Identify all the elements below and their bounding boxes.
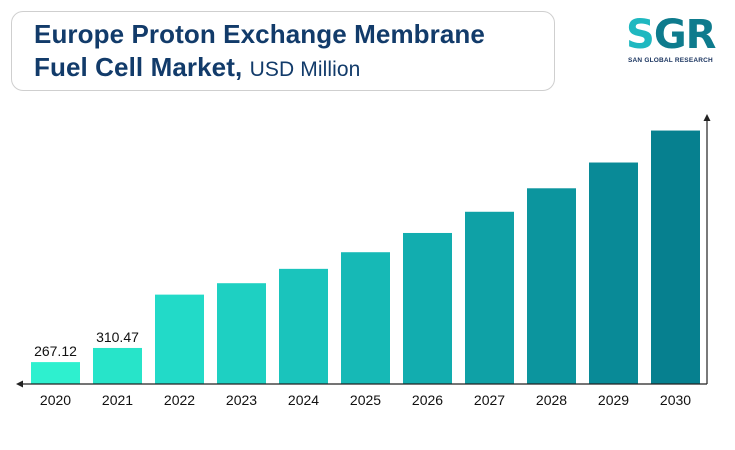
logo-wordmark: SGR	[626, 10, 717, 60]
bar-2028	[527, 188, 576, 384]
chart-title-line-2: Fuel Cell Market, USD Million	[34, 52, 360, 83]
bar-2024	[279, 268, 328, 384]
bar-2021	[93, 347, 142, 384]
sgr-logo: SGR SAN GLOBAL RESEARCH	[622, 12, 722, 70]
bar-2023	[217, 283, 266, 384]
bar-2030	[651, 130, 700, 384]
bar-2020	[31, 362, 80, 384]
x-tick-label-2023: 2023	[226, 392, 257, 408]
bar-2025	[341, 252, 390, 384]
title-box: Europe Proton Exchange Membrane Fuel Cel…	[11, 11, 555, 91]
x-tick-label-2028: 2028	[536, 392, 567, 408]
bar-2027	[465, 211, 514, 384]
bar-2026	[403, 232, 452, 384]
x-tick-label-2024: 2024	[288, 392, 319, 408]
logo-letter-s: S	[626, 12, 655, 58]
y-axis-arrow	[703, 114, 711, 121]
logo-tagline: SAN GLOBAL RESEARCH	[628, 57, 713, 64]
x-tick-label-2026: 2026	[412, 392, 443, 408]
data-label-2020: 267.12	[34, 343, 77, 359]
x-tick-label-2020: 2020	[40, 392, 71, 408]
chart-title-bold: Fuel Cell Market,	[34, 52, 243, 82]
chart-unit: USD Million	[249, 58, 361, 81]
x-tick-label-2022: 2022	[164, 392, 195, 408]
x-tick-label-2025: 2025	[350, 392, 381, 408]
x-tick-label-2027: 2027	[474, 392, 505, 408]
x-tick-label-2021: 2021	[102, 392, 133, 408]
bar-2029	[589, 162, 638, 384]
x-axis-arrow	[16, 380, 23, 388]
x-tick-label-2030: 2030	[660, 392, 691, 408]
bar-2022	[155, 294, 204, 384]
data-label-2021: 310.47	[96, 329, 139, 345]
chart-title-line-1: Europe Proton Exchange Membrane	[34, 19, 485, 49]
x-tick-label-2029: 2029	[598, 392, 629, 408]
logo-letters-gr: GR	[653, 12, 717, 58]
